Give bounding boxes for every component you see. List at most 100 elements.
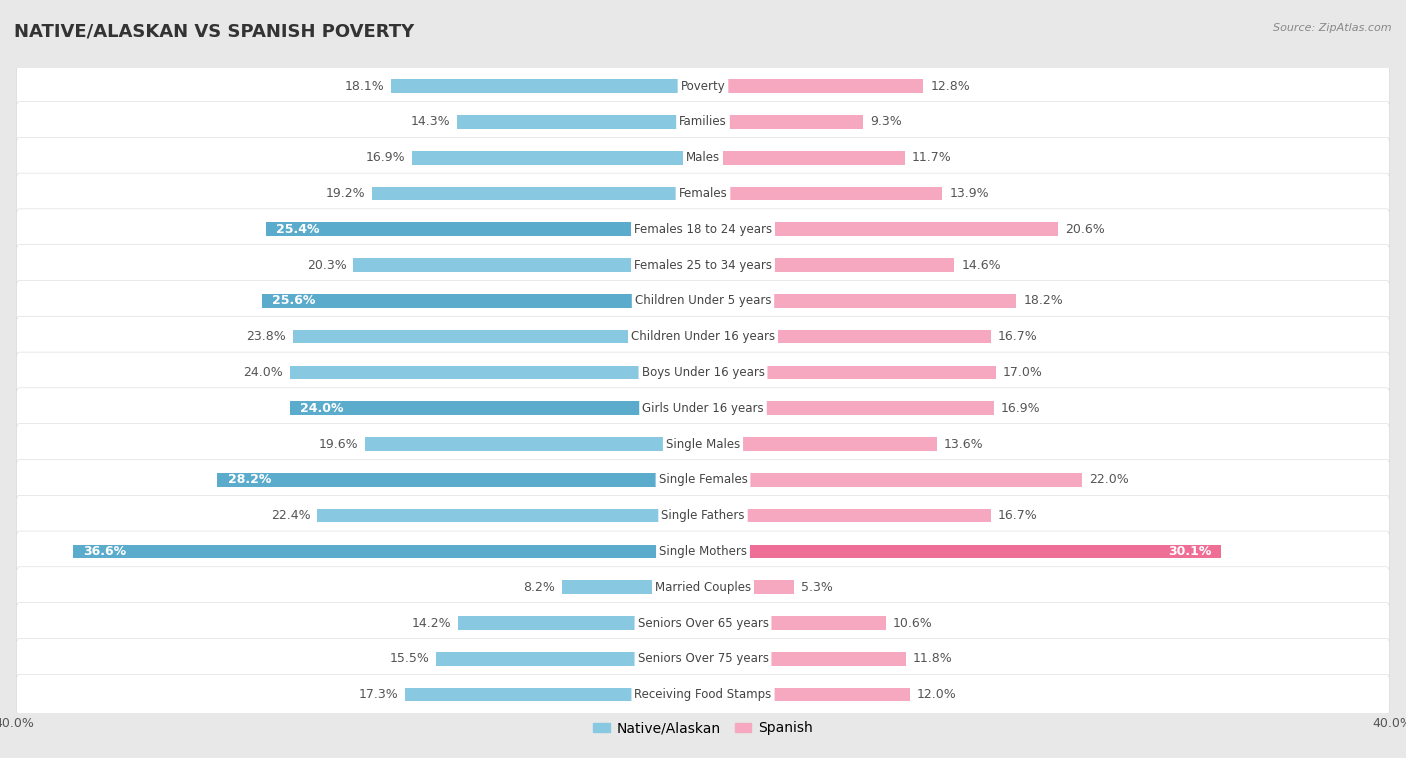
Text: 10.6%: 10.6%: [893, 616, 932, 630]
Text: 30.1%: 30.1%: [1168, 545, 1211, 558]
FancyBboxPatch shape: [14, 462, 1392, 498]
Bar: [218, 473, 703, 487]
Text: 17.0%: 17.0%: [1002, 366, 1043, 379]
Text: 14.2%: 14.2%: [412, 616, 451, 630]
FancyBboxPatch shape: [17, 280, 1389, 321]
Bar: [366, 437, 703, 451]
Text: Females 18 to 24 years: Females 18 to 24 years: [634, 223, 772, 236]
FancyBboxPatch shape: [14, 139, 1392, 176]
Text: 25.4%: 25.4%: [276, 223, 319, 236]
Text: 18.2%: 18.2%: [1024, 294, 1063, 308]
FancyBboxPatch shape: [14, 283, 1392, 319]
Text: 5.3%: 5.3%: [801, 581, 832, 594]
FancyBboxPatch shape: [14, 104, 1392, 139]
Bar: [703, 581, 794, 594]
Bar: [703, 688, 910, 701]
Bar: [266, 223, 703, 236]
Text: Families: Families: [679, 115, 727, 128]
FancyBboxPatch shape: [14, 247, 1392, 283]
Text: Females: Females: [679, 187, 727, 200]
FancyBboxPatch shape: [17, 245, 1389, 286]
Bar: [703, 616, 886, 630]
Text: Males: Males: [686, 151, 720, 164]
Text: Boys Under 16 years: Boys Under 16 years: [641, 366, 765, 379]
Bar: [373, 186, 703, 200]
Text: 28.2%: 28.2%: [228, 473, 271, 487]
Text: Females 25 to 34 years: Females 25 to 34 years: [634, 258, 772, 271]
Bar: [703, 509, 991, 522]
Bar: [73, 545, 703, 558]
Text: Girls Under 16 years: Girls Under 16 years: [643, 402, 763, 415]
Text: Source: ZipAtlas.com: Source: ZipAtlas.com: [1274, 23, 1392, 33]
Text: 8.2%: 8.2%: [523, 581, 555, 594]
FancyBboxPatch shape: [14, 569, 1392, 605]
Bar: [703, 330, 991, 343]
FancyBboxPatch shape: [17, 352, 1389, 393]
FancyBboxPatch shape: [14, 534, 1392, 569]
Text: 18.1%: 18.1%: [344, 80, 384, 92]
Bar: [405, 688, 703, 701]
Text: Receiving Food Stamps: Receiving Food Stamps: [634, 688, 772, 701]
Text: 11.8%: 11.8%: [912, 653, 953, 666]
Bar: [703, 652, 907, 666]
Text: 16.9%: 16.9%: [366, 151, 405, 164]
Text: Children Under 5 years: Children Under 5 years: [634, 294, 772, 308]
FancyBboxPatch shape: [17, 603, 1389, 644]
Bar: [703, 115, 863, 129]
Text: Single Fathers: Single Fathers: [661, 509, 745, 522]
FancyBboxPatch shape: [17, 66, 1389, 107]
FancyBboxPatch shape: [17, 495, 1389, 536]
Text: 9.3%: 9.3%: [870, 115, 901, 128]
Text: 22.0%: 22.0%: [1088, 473, 1129, 487]
Text: 17.3%: 17.3%: [359, 688, 398, 701]
Text: Married Couples: Married Couples: [655, 581, 751, 594]
FancyBboxPatch shape: [14, 498, 1392, 534]
Text: 11.7%: 11.7%: [911, 151, 950, 164]
Text: 16.7%: 16.7%: [997, 330, 1038, 343]
Bar: [318, 509, 703, 522]
Bar: [262, 294, 703, 308]
FancyBboxPatch shape: [14, 641, 1392, 677]
FancyBboxPatch shape: [14, 426, 1392, 462]
Text: 14.3%: 14.3%: [411, 115, 450, 128]
Bar: [703, 402, 994, 415]
Bar: [353, 258, 703, 272]
Bar: [290, 402, 703, 415]
Text: Single Females: Single Females: [658, 473, 748, 487]
Text: 23.8%: 23.8%: [246, 330, 287, 343]
Legend: Native/Alaskan, Spanish: Native/Alaskan, Spanish: [588, 716, 818, 741]
Text: 19.2%: 19.2%: [326, 187, 366, 200]
Text: 36.6%: 36.6%: [83, 545, 127, 558]
FancyBboxPatch shape: [14, 677, 1392, 713]
Text: 13.9%: 13.9%: [949, 187, 988, 200]
Bar: [391, 80, 703, 93]
Text: 12.8%: 12.8%: [931, 80, 970, 92]
Text: 14.6%: 14.6%: [962, 258, 1001, 271]
FancyBboxPatch shape: [17, 137, 1389, 178]
Bar: [458, 616, 703, 630]
Text: 12.0%: 12.0%: [917, 688, 956, 701]
Text: 24.0%: 24.0%: [299, 402, 343, 415]
Bar: [703, 80, 924, 93]
FancyBboxPatch shape: [17, 316, 1389, 357]
FancyBboxPatch shape: [14, 176, 1392, 211]
Bar: [562, 581, 703, 594]
FancyBboxPatch shape: [17, 567, 1389, 608]
FancyBboxPatch shape: [17, 388, 1389, 429]
Bar: [703, 151, 904, 164]
Bar: [703, 186, 942, 200]
FancyBboxPatch shape: [17, 459, 1389, 500]
FancyBboxPatch shape: [14, 355, 1392, 390]
Text: 25.6%: 25.6%: [273, 294, 316, 308]
Bar: [703, 473, 1083, 487]
FancyBboxPatch shape: [14, 605, 1392, 641]
Text: Seniors Over 75 years: Seniors Over 75 years: [637, 653, 769, 666]
Text: 20.6%: 20.6%: [1064, 223, 1105, 236]
FancyBboxPatch shape: [14, 211, 1392, 247]
Text: Poverty: Poverty: [681, 80, 725, 92]
Text: 16.9%: 16.9%: [1001, 402, 1040, 415]
Text: 13.6%: 13.6%: [945, 437, 984, 450]
Bar: [703, 294, 1017, 308]
Bar: [436, 652, 703, 666]
FancyBboxPatch shape: [17, 674, 1389, 715]
